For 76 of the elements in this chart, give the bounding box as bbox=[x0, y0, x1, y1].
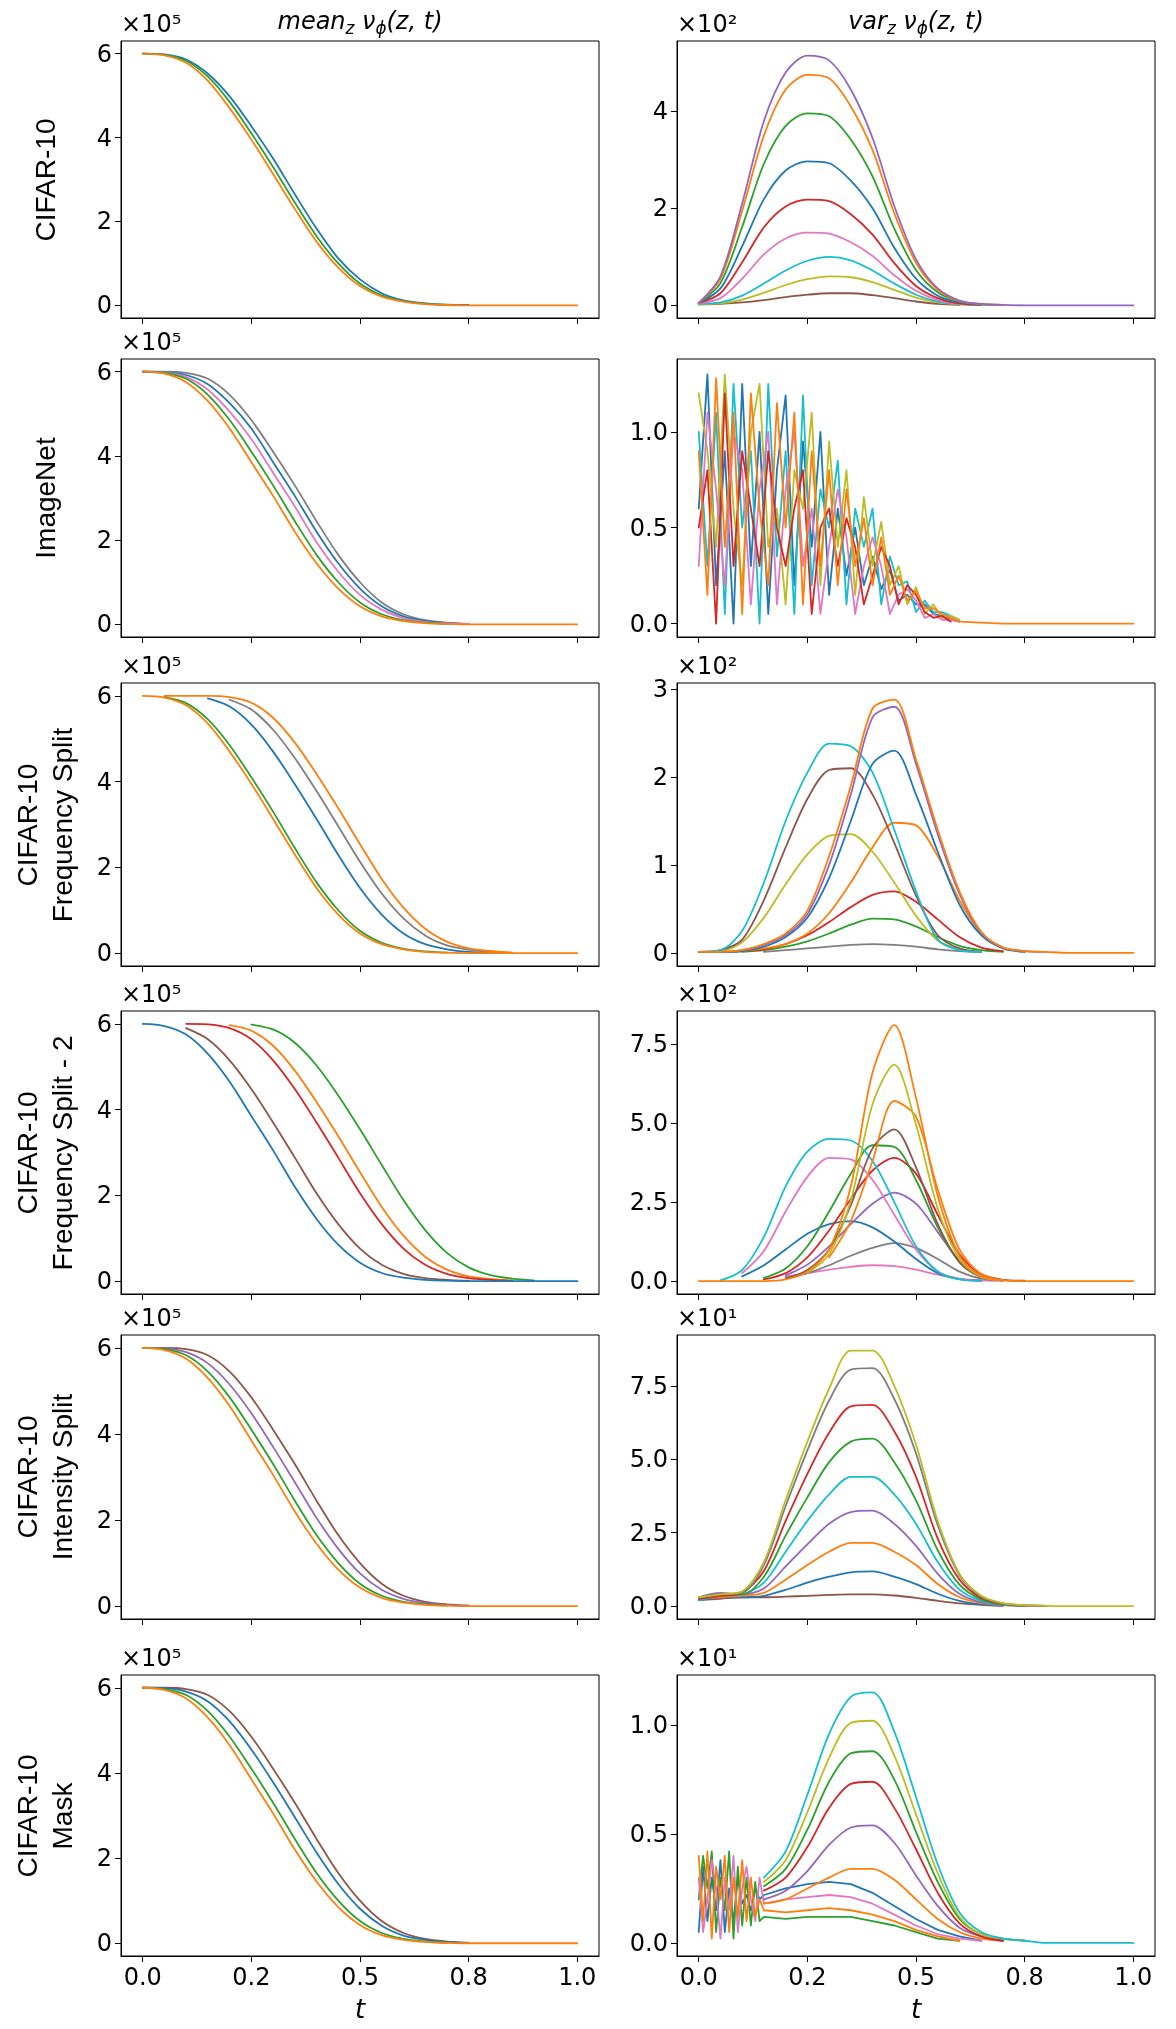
y-tick-label: 6 bbox=[96, 39, 112, 68]
text: ×10⁵ bbox=[121, 652, 182, 680]
text: ×10⁵ bbox=[121, 1304, 182, 1332]
y-tick-label: 4 bbox=[96, 123, 112, 152]
y-tick-label: 0 bbox=[96, 1929, 112, 1958]
y-tick-label: 2 bbox=[652, 763, 668, 792]
text: ×10² bbox=[677, 652, 738, 680]
y-tick-label: 0.0 bbox=[629, 1928, 668, 1957]
y-tick-label: 0 bbox=[96, 291, 112, 320]
y-tick-label: 2 bbox=[96, 1844, 112, 1873]
y-tick-label: 4 bbox=[96, 441, 112, 470]
y-tick-label: 4 bbox=[96, 767, 112, 796]
y-tick-label: 7.5 bbox=[629, 1030, 668, 1059]
y-tick-label: 6 bbox=[96, 357, 112, 386]
x-tick-label: 1.0 bbox=[1114, 1963, 1153, 1991]
text: ×10² bbox=[677, 980, 738, 1008]
y-tick-label: 7.5 bbox=[629, 1371, 668, 1400]
x-tick-label: 0.0 bbox=[123, 1963, 162, 1991]
chart-title: var$_{z}$ ν$_{ϕ}$(z, t) bbox=[848, 7, 984, 39]
chart-title: mean$_{z}$ ν$_{ϕ}$(z, t) bbox=[277, 7, 443, 39]
y-axis-title: CIFAR-10 Frequency Split bbox=[11, 727, 79, 922]
y-tick-label: 0 bbox=[96, 610, 112, 639]
x-tick-label: 0.2 bbox=[232, 1963, 271, 1991]
y-tick-label: 4 bbox=[96, 1419, 112, 1448]
y-tick-label: 0.5 bbox=[629, 1820, 668, 1849]
y-axis-title: CIFAR-10 Intensity Split bbox=[11, 1393, 79, 1561]
y-axis-title: CIFAR-10 Mask bbox=[11, 1754, 79, 1877]
y-tick-label: 0 bbox=[96, 1267, 112, 1296]
y-axis-title: ImageNet bbox=[28, 437, 62, 559]
y-tick-label: 6 bbox=[96, 1673, 112, 1702]
y-tick-label: 6 bbox=[96, 1009, 112, 1038]
y-tick-label: 1 bbox=[652, 850, 668, 879]
y-tick-label: 4 bbox=[96, 1758, 112, 1787]
y-tick-label: 2 bbox=[96, 1181, 112, 1210]
x-axis-title: t bbox=[354, 1994, 366, 2024]
text: ×10² bbox=[677, 10, 738, 38]
x-tick-label: 0.5 bbox=[340, 1963, 380, 1991]
text: ×10⁵ bbox=[121, 980, 182, 1008]
y-tick-label: 2.5 bbox=[629, 1518, 668, 1547]
y-axis-title: CIFAR-10 Frequency Split - 2 bbox=[11, 1035, 79, 1270]
y-tick-label: 2 bbox=[652, 194, 668, 223]
y-tick-label: 0.0 bbox=[629, 1592, 668, 1621]
text: ×10¹ bbox=[677, 1644, 738, 1672]
y-tick-label: 0.0 bbox=[629, 609, 668, 638]
y-tick-label: 1.0 bbox=[629, 417, 668, 446]
y-tick-label: 0.5 bbox=[629, 513, 668, 542]
y-tick-label: 0 bbox=[652, 291, 668, 320]
y-tick-label: 4 bbox=[652, 97, 668, 126]
x-tick-label: 0.5 bbox=[896, 1963, 936, 1991]
y-tick-label: 1.0 bbox=[629, 1711, 668, 1740]
y-tick-label: 0 bbox=[96, 1592, 112, 1621]
x-tick-label: 0.2 bbox=[788, 1963, 827, 1991]
y-tick-label: 2 bbox=[96, 526, 112, 555]
text: ×10⁵ bbox=[121, 1644, 182, 1672]
text: ×10¹ bbox=[677, 1304, 738, 1332]
y-tick-label: 0 bbox=[652, 938, 668, 967]
x-tick-label: 1.0 bbox=[558, 1963, 597, 1991]
y-tick-label: 2.5 bbox=[629, 1188, 668, 1217]
y-tick-label: 2 bbox=[96, 853, 112, 882]
y-axis-title: CIFAR-10 bbox=[28, 118, 62, 241]
y-tick-label: 6 bbox=[96, 1333, 112, 1362]
y-tick-label: 2 bbox=[96, 1506, 112, 1535]
y-tick-label: 0.0 bbox=[629, 1267, 668, 1296]
y-tick-label: 5.0 bbox=[629, 1109, 668, 1138]
y-tick-label: 2 bbox=[96, 207, 112, 236]
y-tick-label: 4 bbox=[96, 1095, 112, 1124]
x-tick-label: 0.8 bbox=[1005, 1963, 1044, 1991]
y-tick-label: 6 bbox=[96, 681, 112, 710]
y-tick-label: 5.0 bbox=[629, 1445, 668, 1474]
y-tick-label: 3 bbox=[652, 675, 668, 704]
x-tick-label: 0.0 bbox=[679, 1963, 718, 1991]
text: ×10⁵ bbox=[121, 328, 182, 356]
text: ×10⁵ bbox=[121, 10, 182, 38]
x-axis-title: t bbox=[910, 1994, 922, 2024]
x-tick-label: 0.8 bbox=[449, 1963, 488, 1991]
y-tick-label: 0 bbox=[96, 939, 112, 968]
